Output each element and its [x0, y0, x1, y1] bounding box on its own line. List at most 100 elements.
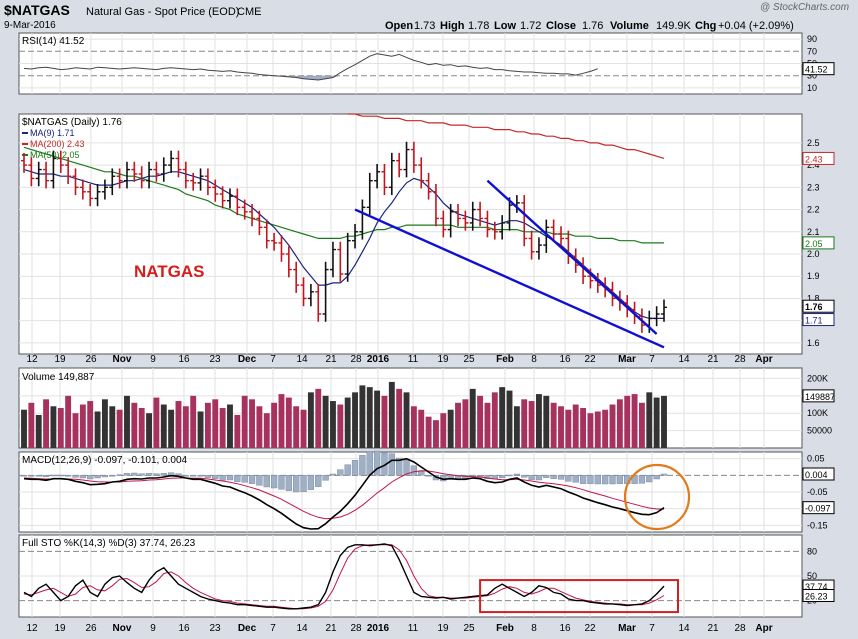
price-bar	[499, 215, 506, 240]
macd-histogram-bar	[197, 475, 204, 477]
volume-bar	[528, 401, 535, 448]
macd-histogram-bar	[131, 472, 138, 476]
macd-histogram-bar	[565, 475, 572, 482]
price-bar	[344, 232, 351, 282]
volume-bar	[609, 404, 616, 448]
high-label: High	[440, 20, 465, 32]
volume-bar	[249, 399, 255, 448]
macd-histogram-bar	[418, 471, 425, 476]
stochastic-legend: Full STO %K(14,3) %D(3) 37.74, 26.23	[22, 538, 196, 549]
macd-line	[23, 457, 665, 530]
macd-histogram-bar	[396, 457, 403, 476]
macd-histogram-bar	[602, 475, 609, 485]
x-axis-label: 22	[584, 623, 596, 634]
volume-bar	[79, 404, 86, 448]
macd-signal-line	[23, 470, 664, 520]
macd-histogram-bar	[550, 475, 557, 479]
last-value-tag	[802, 313, 835, 327]
price-bar	[558, 226, 565, 247]
price-bar	[410, 141, 417, 173]
macd-histogram-bar	[403, 459, 410, 476]
macd-histogram-bar	[241, 475, 248, 483]
volume-bar	[263, 413, 270, 448]
price-bar	[440, 210, 447, 238]
rsi-line	[23, 53, 598, 81]
last-value-label: 0.004	[805, 470, 828, 480]
volume-bar	[168, 409, 175, 448]
price-bar	[190, 172, 197, 191]
volume-bar	[212, 399, 219, 448]
volume-bar	[337, 404, 344, 448]
macd-histogram-bar	[219, 475, 226, 481]
x-axis-label: Apr	[755, 354, 772, 365]
price-bar	[65, 157, 72, 184]
price-bar	[212, 179, 219, 202]
price-bar	[300, 277, 307, 307]
macd-histogram-bar	[300, 475, 307, 492]
volume-bar	[374, 390, 381, 448]
last-value-label: 2.43	[805, 154, 823, 164]
volume-bar	[558, 406, 564, 448]
price-bar	[381, 164, 388, 196]
axis-labels: 12 19 26 Nov 9 16 23 Dec 7 14 21 28 2016 11 19 25 Feb 8 16…	[26, 34, 835, 634]
volume-bar	[175, 401, 182, 448]
volume-bar	[35, 414, 42, 448]
price-bar	[396, 152, 403, 178]
macd-histogram-bar	[212, 475, 219, 479]
last-value-tag	[802, 62, 835, 76]
x-axis-label: 11	[408, 623, 419, 634]
macd-histogram-bar	[425, 475, 432, 477]
volume-bar	[469, 388, 476, 448]
x-axis-label: 21	[707, 623, 719, 634]
ma9-legend: MA(9) 1.71	[30, 128, 75, 138]
x-axis-label: 19	[437, 623, 449, 634]
macd-histogram-bar	[72, 475, 79, 478]
last-value-label: -0.097	[805, 504, 831, 514]
x-axis-label: 14	[296, 354, 308, 365]
volume-bar	[307, 392, 314, 448]
x-axis-label: 12	[26, 354, 38, 365]
ma50-legend: MA(50) 2.05	[30, 150, 80, 160]
x-axis-label: 19	[437, 354, 449, 365]
open-value: 1.73	[414, 20, 435, 32]
macd-histogram-bar	[175, 473, 182, 476]
volume-bar	[499, 387, 506, 448]
macd-histogram-bar	[109, 475, 116, 477]
y-axis-label: 50	[807, 571, 817, 581]
macd-histogram-bar	[307, 475, 315, 490]
price-bar	[418, 157, 425, 189]
y-axis-label: 2.2	[807, 205, 820, 215]
last-value-label: 1.71	[805, 316, 823, 326]
macd-histogram-bar	[572, 475, 579, 483]
volume-bar	[256, 406, 263, 448]
volume-bar	[653, 397, 660, 448]
volume-bar	[661, 395, 667, 448]
y-axis-label: 2.0	[807, 249, 820, 259]
price-bar	[432, 184, 439, 227]
price-bar	[87, 184, 94, 207]
rsi-legend: RSI(14) 41.52	[22, 36, 85, 47]
macd-histogram-bar	[638, 475, 646, 484]
price-bar	[403, 141, 410, 178]
volume-bar	[293, 406, 300, 448]
price-bar	[123, 161, 130, 189]
last-value-tag	[802, 501, 835, 515]
price-bar	[234, 188, 241, 216]
low-label: Low	[494, 20, 516, 32]
macd-histogram-bar	[116, 474, 123, 476]
macd-histogram-bar	[653, 475, 660, 480]
x-axis-label: 28	[734, 623, 746, 634]
macd-histogram-bar	[535, 475, 543, 481]
last-value-tag	[802, 299, 835, 313]
y-axis-label: -0.05	[807, 487, 828, 497]
last-value-tag	[802, 467, 835, 481]
y-axis-label: 90	[807, 34, 817, 44]
x-axis-label: 22	[584, 354, 596, 365]
volume-bar	[388, 381, 395, 448]
volume-bar	[352, 392, 358, 448]
price-bar	[388, 152, 395, 196]
price-bar	[94, 184, 101, 207]
x-axis-label: Feb	[496, 623, 514, 634]
x-axis-label: 8	[531, 623, 537, 634]
